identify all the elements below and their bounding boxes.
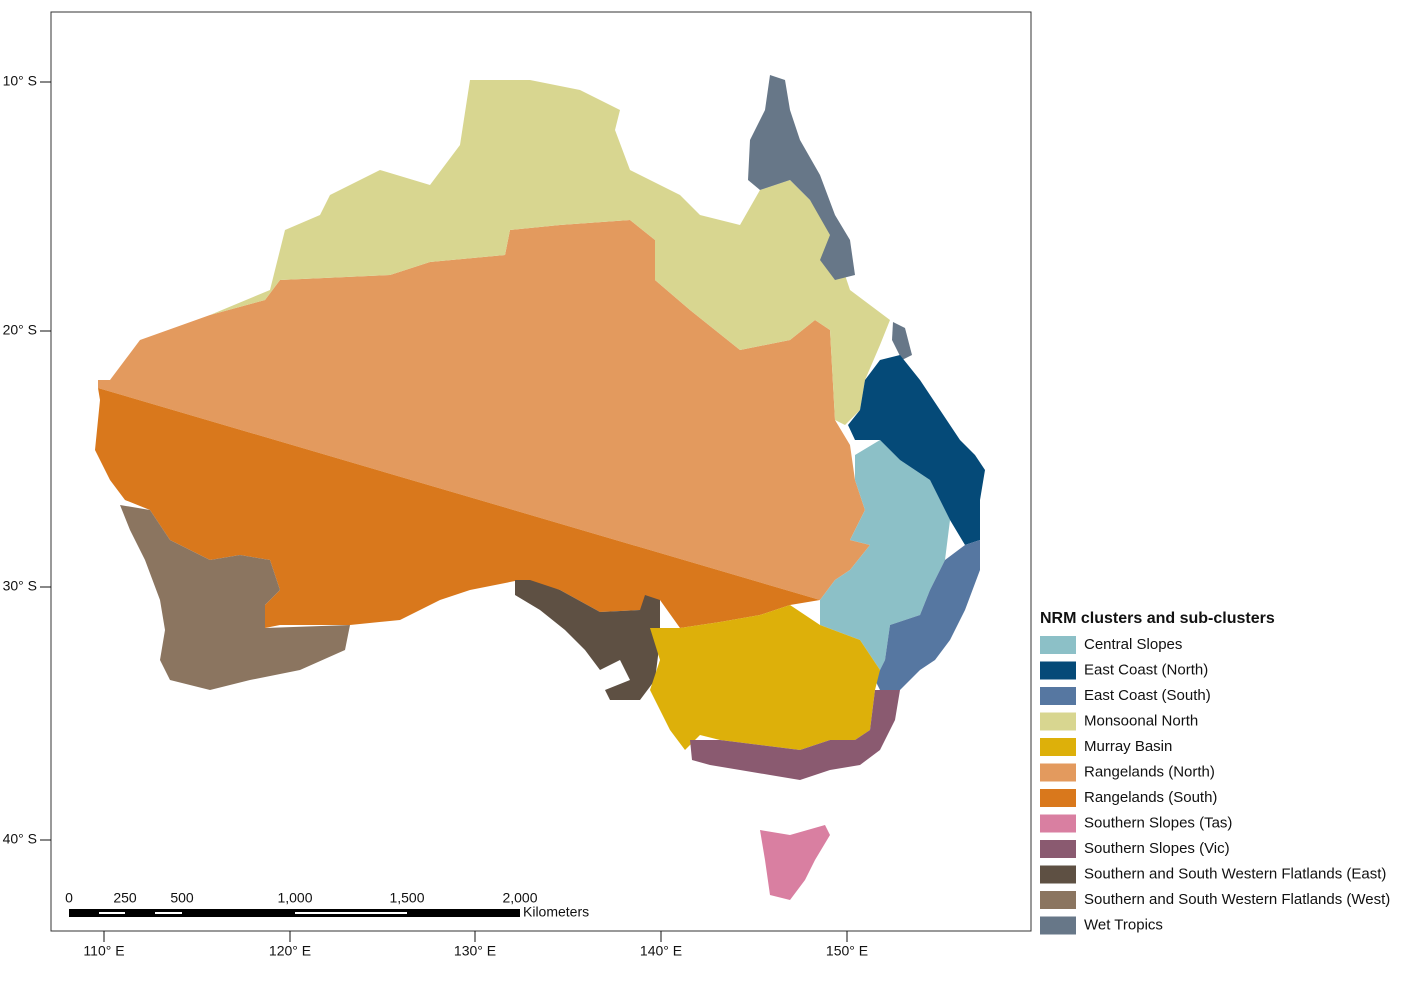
lat-label: 40° S (3, 831, 37, 847)
legend-swatch (1040, 789, 1076, 807)
legend-swatch (1040, 891, 1076, 909)
region (760, 825, 830, 900)
lat-label: 20° S (3, 322, 37, 338)
region (210, 80, 890, 425)
legend-label: Rangelands (North) (1084, 763, 1215, 780)
lon-label: 150° E (826, 943, 868, 959)
region (892, 322, 912, 360)
region (120, 505, 350, 690)
lat-label: 10° S (3, 73, 37, 89)
legend-label: Southern and South Western Flatlands (We… (1084, 891, 1390, 908)
region (848, 355, 985, 545)
region (515, 580, 660, 700)
legend: Central Slopes East Coast (North) East Coa… (1040, 636, 1390, 935)
lat-label: 30° S (3, 578, 37, 594)
legend-swatch (1040, 636, 1076, 654)
region (820, 440, 950, 670)
scale-label: 0 (65, 890, 73, 906)
lon-label: 120° E (269, 943, 311, 959)
legend-swatch (1040, 712, 1076, 731)
regions (95, 75, 985, 900)
region (690, 690, 900, 780)
lon-label: 130° E (454, 943, 496, 959)
legend-label: East Coast (South) (1084, 687, 1211, 704)
legend-swatch (1040, 763, 1076, 782)
legend-label: East Coast (North) (1084, 661, 1208, 678)
lon-label: 140° E (640, 943, 682, 959)
scale-bar-body (69, 909, 520, 917)
region (95, 388, 820, 628)
scale-bar-segment (295, 912, 407, 914)
scale-label: 2,000 (502, 890, 537, 906)
region (98, 220, 870, 600)
scale-bar (69, 909, 520, 917)
scale-bar-segment (155, 912, 182, 914)
legend-label: Southern Slopes (Vic) (1084, 840, 1230, 857)
legend-label: Central Slopes (1084, 636, 1182, 653)
legend-label: Wet Tropics (1084, 916, 1163, 933)
scale-label: 250 (113, 890, 137, 906)
legend-swatch (1040, 865, 1076, 884)
legend-swatch (1040, 661, 1076, 680)
scale-unit: Kilometers (523, 904, 589, 920)
lon-label: 110° E (83, 943, 124, 959)
legend-label: Monsoonal North (1084, 712, 1198, 729)
legend-swatch (1040, 738, 1076, 756)
scale-label: 1,500 (389, 890, 424, 906)
legend-label: Southern Slopes (Tas) (1084, 814, 1232, 831)
lon-axis (103, 931, 848, 942)
scale-bar-segment (99, 912, 125, 914)
legend-swatch (1040, 840, 1076, 858)
scale-label: 1,000 (277, 890, 312, 906)
legend-title: NRM clusters and sub-clusters (1040, 610, 1275, 627)
region (748, 75, 855, 280)
region (650, 605, 880, 750)
legend-label: Rangelands (South) (1084, 789, 1217, 806)
lat-axis (40, 81, 51, 841)
legend-swatch (1040, 916, 1076, 935)
legend-swatch (1040, 814, 1076, 833)
legend-swatch (1040, 687, 1076, 705)
region (875, 540, 980, 690)
legend-label: Southern and South Western Flatlands (Ea… (1084, 865, 1386, 882)
scale-label: 500 (170, 890, 194, 906)
legend-label: Murray Basin (1084, 738, 1172, 755)
